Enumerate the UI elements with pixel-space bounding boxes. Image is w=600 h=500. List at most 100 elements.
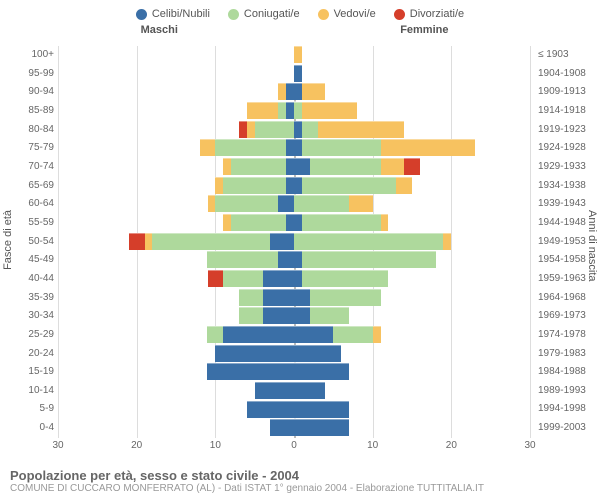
male-bar <box>58 401 294 418</box>
bar-segment <box>302 102 357 119</box>
pyramid-row <box>58 251 530 268</box>
bar-segment <box>208 195 216 212</box>
age-label: 85-89 <box>0 102 54 121</box>
male-bar <box>58 345 294 362</box>
bar-segment <box>270 233 294 250</box>
male-bar <box>58 65 294 82</box>
female-bar <box>294 307 530 324</box>
bar-segment <box>294 401 349 418</box>
female-bar <box>294 326 530 343</box>
birth-label: 1964-1968 <box>538 289 600 308</box>
birth-label: 1994-1998 <box>538 400 600 419</box>
pyramid-row <box>58 158 530 175</box>
bar-segment <box>318 121 405 138</box>
bar-segment <box>255 382 294 399</box>
birth-label: 1984-1988 <box>538 363 600 382</box>
bar-segment <box>223 214 231 231</box>
bar-segment <box>255 121 294 138</box>
bar-segment <box>294 65 302 82</box>
male-bar <box>58 102 294 119</box>
bar-segment <box>247 121 255 138</box>
birth-label: 1934-1938 <box>538 177 600 196</box>
bar-segment <box>152 233 270 250</box>
birth-labels: ≤ 19031904-19081909-19131914-19181919-19… <box>534 46 600 438</box>
bar-segment <box>333 326 372 343</box>
bar-segment <box>286 102 294 119</box>
age-label: 20-24 <box>0 345 54 364</box>
age-label: 30-34 <box>0 307 54 326</box>
pyramid-row <box>58 102 530 119</box>
age-label: 95-99 <box>0 65 54 84</box>
age-label: 15-19 <box>0 363 54 382</box>
x-tick: 20 <box>446 440 457 451</box>
bar-segment <box>302 177 396 194</box>
bar-segment <box>231 158 286 175</box>
plot-area <box>58 46 530 438</box>
bar-segment <box>294 382 325 399</box>
bar-segment <box>286 158 294 175</box>
grid-line <box>530 46 531 438</box>
pyramid-row <box>58 326 530 343</box>
bar-segment <box>278 83 286 100</box>
column-headers: Maschi Femmine <box>0 24 600 40</box>
bar-segment <box>223 158 231 175</box>
bar-segment <box>310 289 381 306</box>
bar-segment <box>215 195 278 212</box>
bar-segment <box>302 251 436 268</box>
bar-segment <box>294 195 349 212</box>
bar-segment <box>396 177 412 194</box>
female-bar <box>294 65 530 82</box>
x-axis: 3020100102030 <box>58 440 530 456</box>
bar-segment <box>294 46 302 63</box>
birth-label: 1939-1943 <box>538 195 600 214</box>
legend-label: Celibi/Nubili <box>152 8 210 20</box>
bar-segment <box>200 139 216 156</box>
legend: Celibi/NubiliConiugati/eVedovi/eDivorzia… <box>0 0 600 24</box>
birth-label: 1949-1953 <box>538 233 600 252</box>
birth-label: 1919-1923 <box>538 121 600 140</box>
male-bar <box>58 214 294 231</box>
birth-label: 1999-2003 <box>538 419 600 438</box>
bar-segment <box>278 251 294 268</box>
male-bar <box>58 139 294 156</box>
female-bar <box>294 195 530 212</box>
age-label: 55-59 <box>0 214 54 233</box>
legend-label: Coniugati/e <box>244 8 300 20</box>
chart-title: Popolazione per età, sesso e stato civil… <box>10 468 484 483</box>
bar-segment <box>208 270 224 287</box>
bar-segment <box>443 233 451 250</box>
age-label: 70-74 <box>0 158 54 177</box>
bar-segment <box>294 289 310 306</box>
bar-segment <box>239 307 263 324</box>
male-bar <box>58 326 294 343</box>
female-bar <box>294 251 530 268</box>
birth-label: 1959-1963 <box>538 270 600 289</box>
bar-segment <box>294 251 302 268</box>
bar-segment <box>404 158 420 175</box>
chart-footer: Popolazione per età, sesso e stato civil… <box>10 468 484 494</box>
age-label: 50-54 <box>0 233 54 252</box>
bar-segment <box>231 214 286 231</box>
pyramid-row <box>58 270 530 287</box>
header-male: Maschi <box>141 24 178 36</box>
bar-segment <box>263 307 294 324</box>
male-bar <box>58 419 294 436</box>
bar-segment <box>294 121 302 138</box>
bar-segment <box>215 177 223 194</box>
age-label: 5-9 <box>0 400 54 419</box>
pyramid-row <box>58 121 530 138</box>
age-labels: 100+95-9990-9485-8980-8475-7970-7465-696… <box>0 46 54 438</box>
birth-label: 1909-1913 <box>538 83 600 102</box>
chart-container: Celibi/NubiliConiugati/eVedovi/eDivorzia… <box>0 0 600 500</box>
pyramid-row <box>58 65 530 82</box>
bar-segment <box>286 177 294 194</box>
female-bar <box>294 83 530 100</box>
x-tick: 10 <box>367 440 378 451</box>
bar-segment <box>310 307 349 324</box>
bar-segment <box>294 345 341 362</box>
bar-segment <box>215 345 294 362</box>
legend-swatch <box>228 9 239 20</box>
age-label: 40-44 <box>0 270 54 289</box>
pyramid-row <box>58 382 530 399</box>
bar-segment <box>215 139 286 156</box>
